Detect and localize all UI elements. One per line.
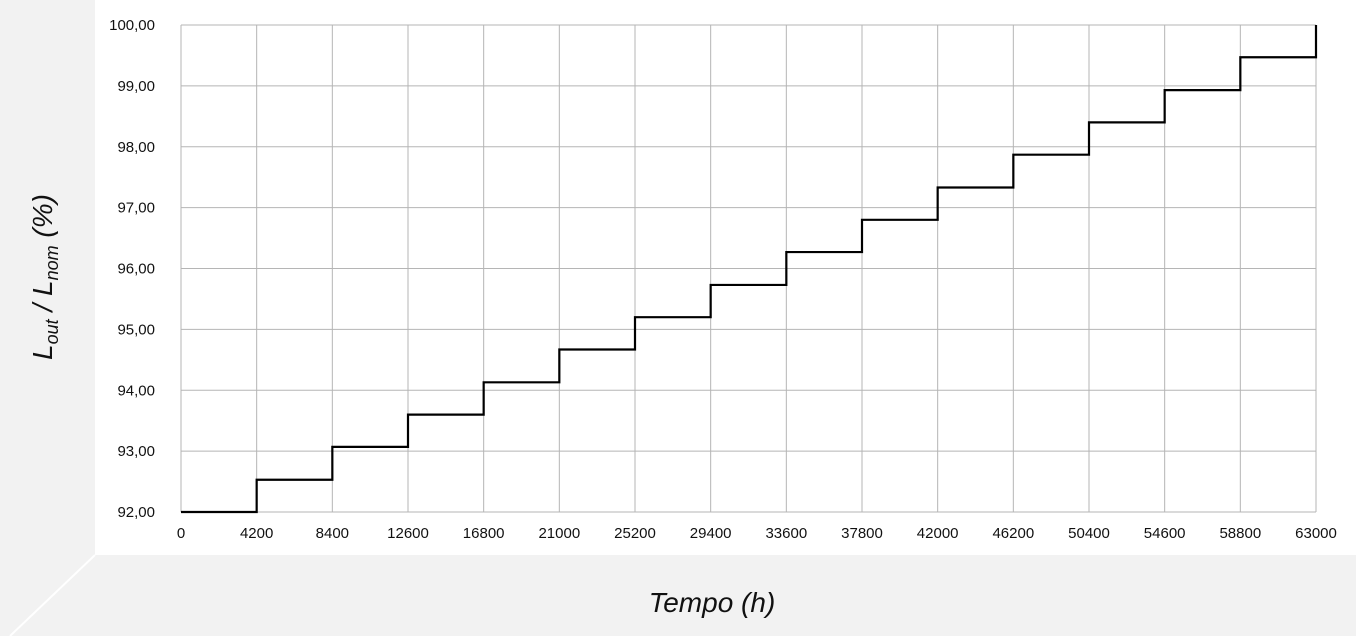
y-tick-label: 92,00 <box>117 504 155 521</box>
x-tick-label: 54600 <box>1144 525 1186 542</box>
y-axis-title-sub2: nom <box>42 245 62 280</box>
x-tick-label: 58800 <box>1219 525 1261 542</box>
plot-background <box>95 0 1356 555</box>
x-tick-label: 37800 <box>841 525 883 542</box>
y-tick-labels: 92,00 93,00 94,00 95,00 96,00 97,00 98,00 99,00… <box>109 17 155 521</box>
x-tick-label: 33600 <box>765 525 807 542</box>
y-tick-label: 95,00 <box>117 321 155 338</box>
x-tick-label: 0 <box>177 525 185 542</box>
y-tick-label: 94,00 <box>117 382 155 399</box>
y-tick-label: 93,00 <box>117 443 155 460</box>
y-axis-title-main: L <box>27 344 58 360</box>
y-tick-label: 98,00 <box>117 139 155 156</box>
x-tick-label: 4200 <box>240 525 273 542</box>
y-axis-title: Lout / Lnom (%) <box>27 194 62 360</box>
y-tick-label: 100,00 <box>109 17 155 34</box>
x-tick-label: 12600 <box>387 525 429 542</box>
series-layer <box>180 24 1318 514</box>
x-tick-label: 63000 <box>1295 525 1337 542</box>
y-tick-label: 96,00 <box>117 261 155 278</box>
y-axis-title-suffix: (%) <box>27 194 58 245</box>
y-axis-title-sep: / L <box>27 280 58 319</box>
x-tick-label: 42000 <box>917 525 959 542</box>
x-tick-label: 29400 <box>690 525 732 542</box>
series-step-line <box>181 25 1318 514</box>
x-tick-label: 25200 <box>614 525 656 542</box>
x-tick-labels: 0 4200 8400 12600 16800 21000 25200 29400 33600 3… <box>177 525 1337 542</box>
x-axis-title: Tempo (h) <box>649 587 776 618</box>
y-axis-title-sub1: out <box>42 318 62 344</box>
y-tick-label: 97,00 <box>117 200 155 217</box>
x-tick-label: 46200 <box>992 525 1034 542</box>
frame-diagonal <box>9 554 96 636</box>
x-tick-label: 16800 <box>463 525 505 542</box>
x-tick-label: 50400 <box>1068 525 1110 542</box>
x-tick-label: 21000 <box>538 525 580 542</box>
y-tick-label: 99,00 <box>117 78 155 95</box>
x-tick-label: 8400 <box>316 525 349 542</box>
